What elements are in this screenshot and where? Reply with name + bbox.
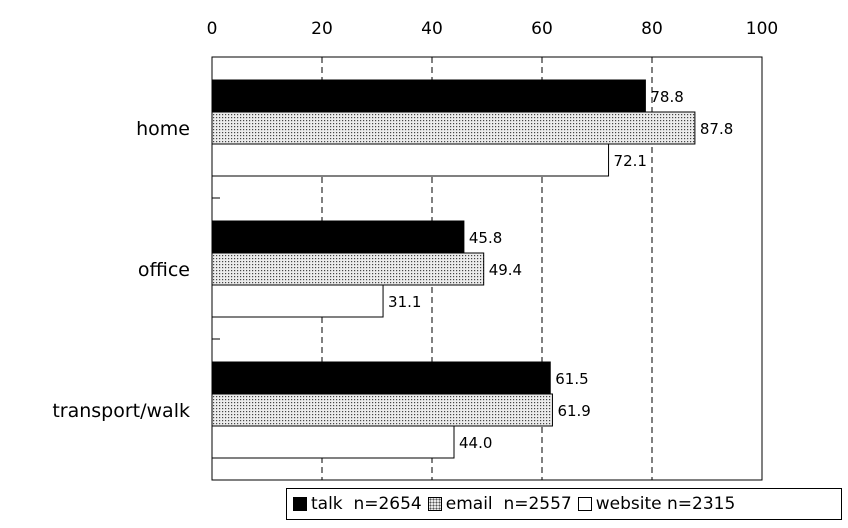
bar-talk-0	[211, 79, 646, 113]
data-label-talk-1: 45.8	[469, 229, 502, 247]
legend: talk n=2654 email n=2557 website n=2315	[286, 488, 842, 520]
data-label-website-2: 44.0	[459, 434, 492, 452]
legend-swatch-email	[427, 497, 442, 511]
data-labels: 78.8 87.8 72.1 45.8 49.4 31.1 61.5 61.9 44.0	[388, 88, 733, 452]
bar-website-0	[211, 143, 610, 177]
data-label-website-0: 72.1	[614, 152, 647, 170]
legend-n-email: n=2557	[503, 494, 572, 514]
legend-item-email: email n=2557	[427, 494, 572, 514]
x-tick-label-40: 40	[421, 19, 443, 39]
bar-email-0	[211, 111, 696, 145]
tick-labels: 0 20 40 60 80 100	[207, 19, 779, 39]
legend-item-website: website n=2315	[577, 494, 736, 514]
data-label-email-1: 49.4	[489, 261, 522, 279]
bars	[211, 79, 696, 459]
bar-talk-2	[211, 361, 551, 395]
bar-email-2	[211, 393, 553, 427]
legend-swatch-website	[577, 497, 592, 511]
x-tick-label-100: 100	[746, 19, 778, 39]
bar-talk-1	[211, 220, 465, 254]
legend-n-website: n=2315	[667, 494, 736, 514]
x-tick-label-60: 60	[531, 19, 553, 39]
x-tick-label-20: 20	[311, 19, 333, 39]
legend-label-website: website	[595, 494, 662, 514]
category-label-transport-walk: transport/walk	[52, 400, 190, 422]
category-label-office: office	[138, 259, 190, 281]
legend-item-talk: talk n=2654	[293, 494, 422, 514]
bar-website-1	[211, 284, 384, 318]
legend-swatch-talk	[293, 497, 307, 511]
data-label-website-1: 31.1	[388, 293, 421, 311]
category-labels: home office transport/walk	[52, 118, 190, 422]
category-label-home: home	[136, 118, 190, 140]
bar-website-2	[211, 425, 455, 459]
bar-email-1	[211, 252, 485, 286]
x-tick-label-0: 0	[207, 19, 218, 39]
legend-label-email: email	[445, 494, 493, 514]
legend-label-talk: talk	[311, 494, 343, 514]
data-label-email-0: 87.8	[700, 120, 733, 138]
data-label-talk-0: 78.8	[650, 88, 683, 106]
plot-frame	[211, 56, 763, 481]
data-label-talk-2: 61.5	[555, 370, 588, 388]
legend-n-talk: n=2654	[353, 494, 422, 514]
x-tick-label-80: 80	[641, 19, 663, 39]
data-label-email-2: 61.9	[557, 402, 590, 420]
